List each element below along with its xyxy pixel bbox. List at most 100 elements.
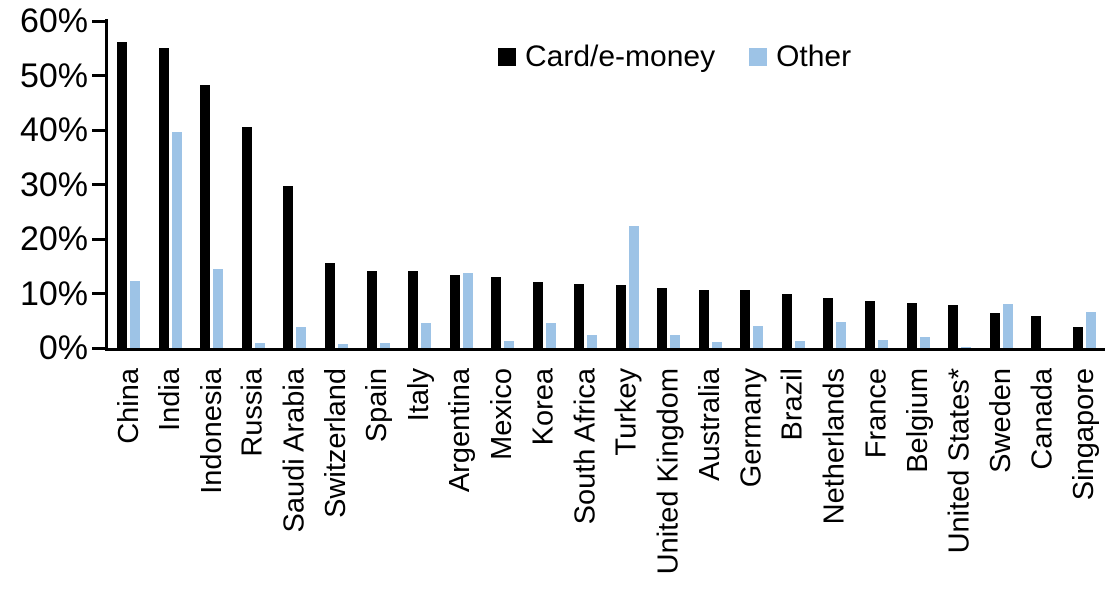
bar-other xyxy=(171,131,182,348)
x-axis-label: Mexico xyxy=(486,368,519,460)
bar-group-south-africa xyxy=(565,21,607,348)
bar-card-e-money xyxy=(865,300,876,348)
bar-other xyxy=(836,321,847,348)
x-axis-label: Canada xyxy=(1026,368,1059,470)
bar-other xyxy=(1002,304,1013,348)
bar-card-e-money xyxy=(906,303,917,348)
x-axis-label: Turkey xyxy=(610,368,643,456)
bar-group-argentina xyxy=(440,21,482,348)
bar-card-e-money xyxy=(158,48,169,348)
bar-group-united-states- xyxy=(939,21,981,348)
bar-group-netherlands xyxy=(814,21,856,348)
y-axis-line xyxy=(105,19,108,351)
bar-group-russia xyxy=(233,21,275,348)
y-axis-tick-label: 50% xyxy=(19,56,88,95)
bar-other xyxy=(130,280,141,348)
bar-card-e-money xyxy=(823,297,834,348)
bar-other xyxy=(379,343,390,348)
bar-card-e-money xyxy=(698,289,709,348)
bar-other xyxy=(545,322,556,348)
x-axis-label: Switzerland xyxy=(319,368,352,518)
y-axis-tick xyxy=(92,128,105,132)
bar-group-switzerland xyxy=(316,21,358,348)
x-axis-label: Korea xyxy=(527,368,560,446)
bar-card-e-money xyxy=(989,312,1000,348)
x-axis-label: China xyxy=(112,368,145,444)
bar-group-canada xyxy=(1022,21,1064,348)
x-axis-label: Spain xyxy=(361,368,394,443)
bar-card-e-money xyxy=(241,127,252,348)
bar-group-brazil xyxy=(773,21,815,348)
legend: Card/e-money Other xyxy=(498,40,851,74)
bar-card-e-money xyxy=(740,290,751,348)
legend-label-other: Other xyxy=(776,40,852,73)
x-axis-label: South Africa xyxy=(569,368,602,525)
bar-other xyxy=(587,335,598,348)
bar-card-e-money xyxy=(366,270,377,348)
bar-card-e-money xyxy=(615,284,626,348)
legend-item-card-e-money: Card/e-money xyxy=(498,40,715,74)
bar-other xyxy=(794,341,805,348)
bar-group-united-kingdom xyxy=(648,21,690,348)
y-axis-tick xyxy=(92,183,105,186)
x-axis-label: Russia xyxy=(236,368,269,457)
y-axis-tick-label: 0% xyxy=(38,329,88,367)
y-axis-tick xyxy=(92,74,105,77)
bar-other xyxy=(296,327,307,348)
y-axis-tick xyxy=(92,292,105,295)
x-axis-label: India xyxy=(153,368,186,431)
x-axis-label: Brazil xyxy=(776,368,809,441)
bar-other xyxy=(919,337,930,348)
x-axis-label: Singapore xyxy=(1067,368,1100,501)
x-axis-label: Italy xyxy=(403,368,436,422)
x-axis-label: France xyxy=(860,368,893,459)
bar-card-e-money xyxy=(532,281,543,348)
bar-card-e-money xyxy=(449,274,460,348)
bar-other xyxy=(254,343,265,348)
x-axis-label: Belgium xyxy=(901,368,934,473)
bar-card-e-money xyxy=(781,293,792,348)
bar-group-indonesia xyxy=(191,21,233,348)
bar-group-australia xyxy=(690,21,732,348)
bar-group-belgium xyxy=(897,21,939,348)
bar-other xyxy=(961,346,972,348)
bar-card-e-money xyxy=(408,271,419,348)
bar-group-france xyxy=(856,21,898,348)
bar-card-e-money xyxy=(200,84,211,348)
bar-group-italy xyxy=(399,21,441,348)
bar-group-china xyxy=(108,21,150,348)
bar-other xyxy=(753,326,764,348)
bar-group-mexico xyxy=(482,21,524,348)
bar-card-e-money xyxy=(491,277,502,348)
bar-card-e-money xyxy=(117,41,128,348)
y-axis-tick-label: 20% xyxy=(19,220,88,258)
bar-other xyxy=(213,268,224,348)
x-axis-label: Sweden xyxy=(984,368,1017,473)
bar-group-singapore xyxy=(1063,21,1105,348)
y-axis-tick-label: 10% xyxy=(19,274,88,313)
bar-card-e-money xyxy=(574,284,585,348)
y-axis-tick-label: 40% xyxy=(19,111,88,149)
y-axis-tick-label: 30% xyxy=(19,165,88,204)
bar-other xyxy=(421,323,432,348)
x-axis-label: Saudi Arabia xyxy=(278,368,311,533)
bar-other xyxy=(504,341,515,348)
bar-group-germany xyxy=(731,21,773,348)
y-axis-tick xyxy=(92,346,105,350)
x-axis-label: Netherlands xyxy=(818,368,851,525)
y-axis-tick-label: 60% xyxy=(19,2,88,40)
bar-group-spain xyxy=(357,21,399,348)
x-axis-line xyxy=(105,348,1105,351)
x-axis-label: United States* xyxy=(943,368,976,554)
card-e-money-swatch-icon xyxy=(498,48,516,66)
x-axis-label: United Kingdom xyxy=(652,368,685,575)
legend-label-card-e-money: Card/e-money xyxy=(525,40,716,73)
x-axis-label: Indonesia xyxy=(195,368,228,494)
bar-card-e-money xyxy=(324,262,335,348)
legend-item-other: Other xyxy=(749,40,851,74)
x-axis-label: Argentina xyxy=(444,368,477,493)
x-axis-label: Germany xyxy=(735,368,768,488)
x-axis-label: Australia xyxy=(693,368,726,481)
other-swatch-icon xyxy=(749,48,768,66)
